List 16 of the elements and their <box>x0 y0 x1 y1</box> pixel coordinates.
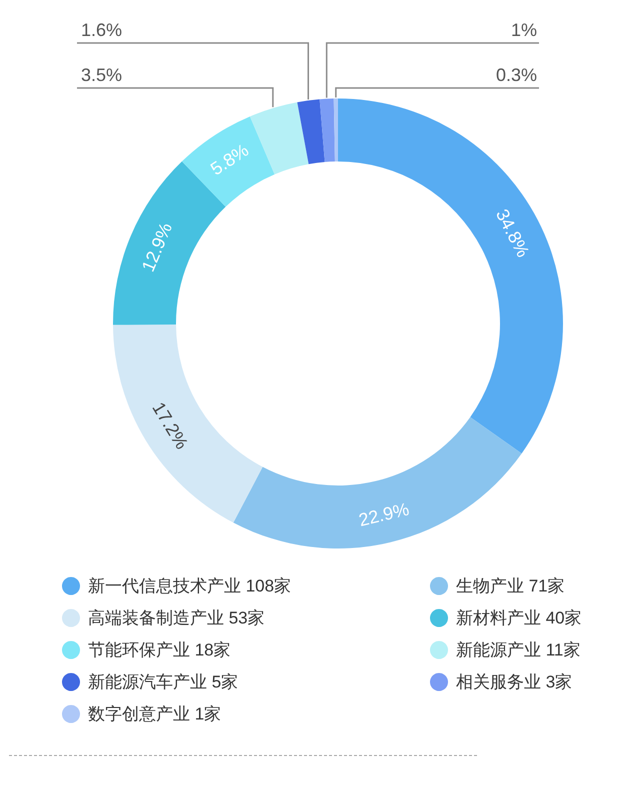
data-label: 0.3% <box>496 65 537 85</box>
legend-label: 新能源产业 11家 <box>456 640 580 660</box>
legend-label: 相关服务业 3家 <box>456 672 572 692</box>
legend-label: 新能源汽车产业 5家 <box>88 672 238 692</box>
legend-label: 生物产业 71家 <box>456 576 565 596</box>
data-label: 12.9% <box>138 220 176 275</box>
data-label: 1.6% <box>81 20 122 40</box>
legend-label: 新材料产业 40家 <box>456 608 582 628</box>
data-label: 1% <box>510 20 537 40</box>
data-label: 5.8% <box>206 140 252 180</box>
legend-label: 节能环保产业 18家 <box>88 640 231 660</box>
data-label: 22.9% <box>356 498 412 530</box>
legend-label: 数字创意产业 1家 <box>88 704 222 724</box>
legend-label: 新一代信息技术产业 108家 <box>88 576 292 596</box>
data-label: 3.5% <box>81 65 122 85</box>
legend-label: 高端装备制造产业 53家 <box>88 608 265 628</box>
